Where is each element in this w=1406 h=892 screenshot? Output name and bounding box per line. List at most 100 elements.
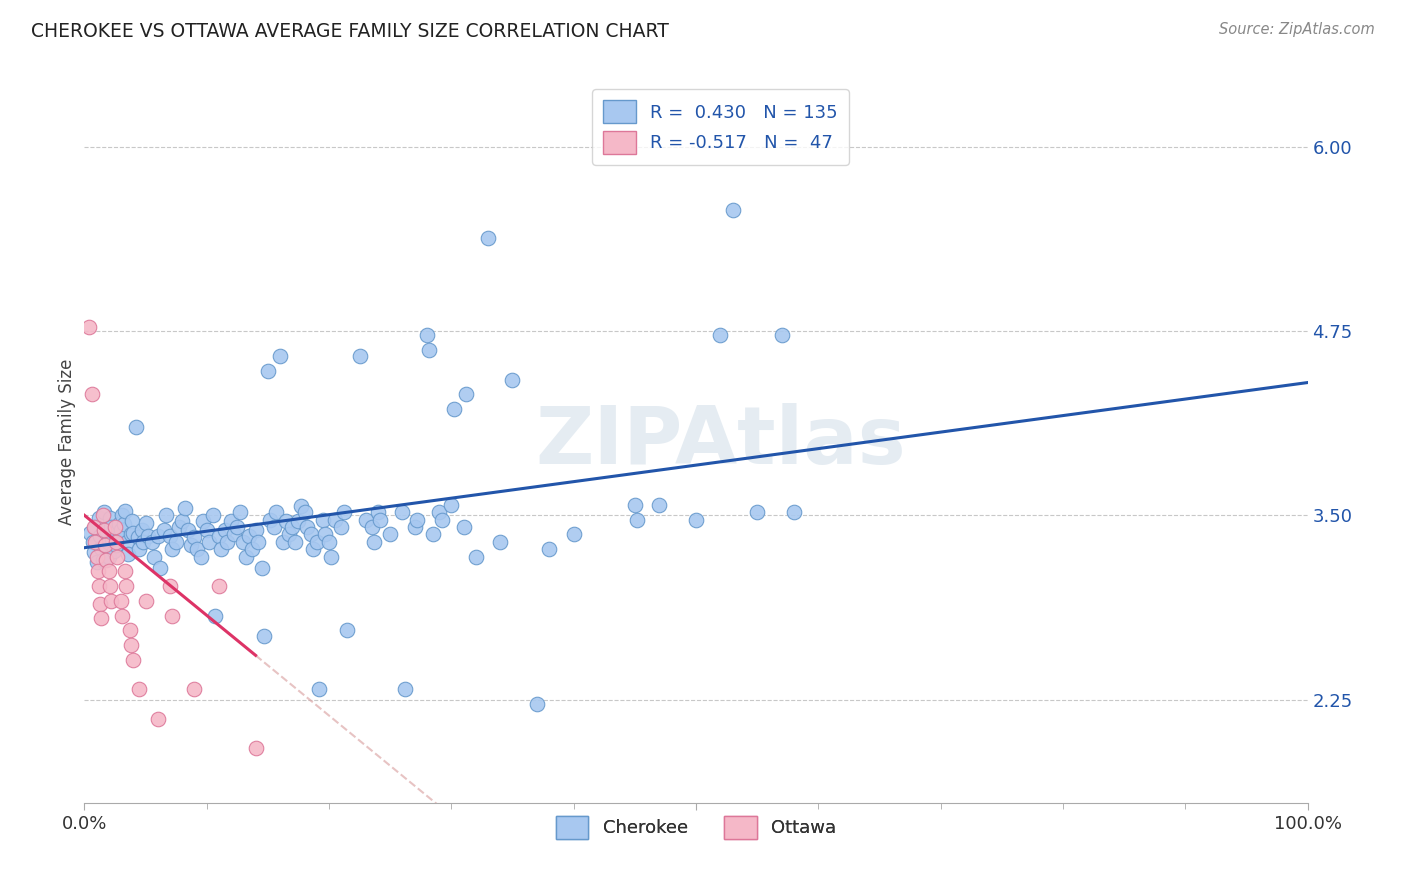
Point xyxy=(257,364,280,378)
Point xyxy=(83,520,105,534)
Point xyxy=(86,556,108,570)
Point xyxy=(305,534,328,549)
Point xyxy=(149,561,172,575)
Point xyxy=(302,542,325,557)
Point xyxy=(626,513,648,527)
Point xyxy=(263,520,285,534)
Point xyxy=(115,579,138,593)
Point xyxy=(162,608,184,623)
Point xyxy=(97,534,120,549)
Point xyxy=(135,516,157,530)
Point xyxy=(172,514,194,528)
Y-axis label: Average Family Size: Average Family Size xyxy=(58,359,76,524)
Point xyxy=(308,682,330,697)
Text: Source: ZipAtlas.com: Source: ZipAtlas.com xyxy=(1219,22,1375,37)
Point xyxy=(190,549,212,564)
Point xyxy=(110,523,132,537)
Point xyxy=(80,387,103,401)
Point xyxy=(321,549,343,564)
Point xyxy=(91,508,114,523)
Point xyxy=(336,624,359,638)
Text: CHEROKEE VS OTTAWA AVERAGE FAMILY SIZE CORRELATION CHART: CHEROKEE VS OTTAWA AVERAGE FAMILY SIZE C… xyxy=(31,22,669,41)
Point xyxy=(269,349,291,363)
Point xyxy=(132,534,155,549)
Point xyxy=(214,523,236,537)
Point xyxy=(127,530,149,544)
Point xyxy=(84,520,107,534)
Point xyxy=(195,523,218,537)
Point xyxy=(125,419,148,434)
Point xyxy=(332,505,354,519)
Point xyxy=(90,611,112,625)
Point xyxy=(277,527,299,541)
Point xyxy=(183,530,205,544)
Point xyxy=(91,552,114,566)
Point xyxy=(299,527,322,541)
Point xyxy=(427,505,450,519)
Point xyxy=(232,534,254,549)
Point xyxy=(198,534,221,549)
Point xyxy=(208,579,231,593)
Point xyxy=(162,542,184,557)
Point xyxy=(380,527,402,541)
Point xyxy=(146,529,169,543)
Point xyxy=(287,514,309,528)
Point xyxy=(284,534,307,549)
Point xyxy=(276,514,298,528)
Point xyxy=(454,387,477,401)
Point xyxy=(87,564,110,578)
Point xyxy=(526,697,548,711)
Point xyxy=(122,653,145,667)
Point xyxy=(204,608,226,623)
Point xyxy=(98,511,121,525)
Point xyxy=(93,505,115,519)
Point xyxy=(464,549,486,564)
Point xyxy=(247,534,270,549)
Point xyxy=(281,520,304,534)
Point xyxy=(100,520,122,534)
Point xyxy=(648,498,671,512)
Point xyxy=(747,505,769,519)
Point xyxy=(360,520,382,534)
Point xyxy=(84,534,107,549)
Point xyxy=(363,534,385,549)
Point xyxy=(93,523,115,537)
Point xyxy=(250,561,273,575)
Point xyxy=(477,231,499,245)
Point xyxy=(323,513,346,527)
Point xyxy=(122,525,145,540)
Point xyxy=(167,520,190,534)
Point xyxy=(208,529,231,543)
Point xyxy=(89,529,111,543)
Point xyxy=(453,520,475,534)
Point xyxy=(87,511,110,525)
Point xyxy=(105,534,128,549)
Point xyxy=(100,594,122,608)
Point xyxy=(105,549,128,564)
Point xyxy=(89,597,111,611)
Point xyxy=(259,513,281,527)
Point xyxy=(370,513,392,527)
Point xyxy=(103,543,125,558)
Point xyxy=(770,328,793,343)
Point xyxy=(77,319,100,334)
Point xyxy=(191,514,214,528)
Legend: Cherokee, Ottawa: Cherokee, Ottawa xyxy=(547,806,845,848)
Point xyxy=(120,527,142,541)
Point xyxy=(219,514,242,528)
Point xyxy=(83,545,105,559)
Point xyxy=(367,505,389,519)
Point xyxy=(165,534,187,549)
Text: ZIPAtlas: ZIPAtlas xyxy=(536,402,905,481)
Point xyxy=(112,517,135,532)
Point xyxy=(222,527,245,541)
Point xyxy=(121,514,143,528)
Point xyxy=(422,527,444,541)
Point xyxy=(226,520,249,534)
Point xyxy=(82,534,104,549)
Point xyxy=(404,520,426,534)
Point xyxy=(295,520,318,534)
Point xyxy=(107,517,129,532)
Point xyxy=(430,513,453,527)
Point xyxy=(238,529,260,543)
